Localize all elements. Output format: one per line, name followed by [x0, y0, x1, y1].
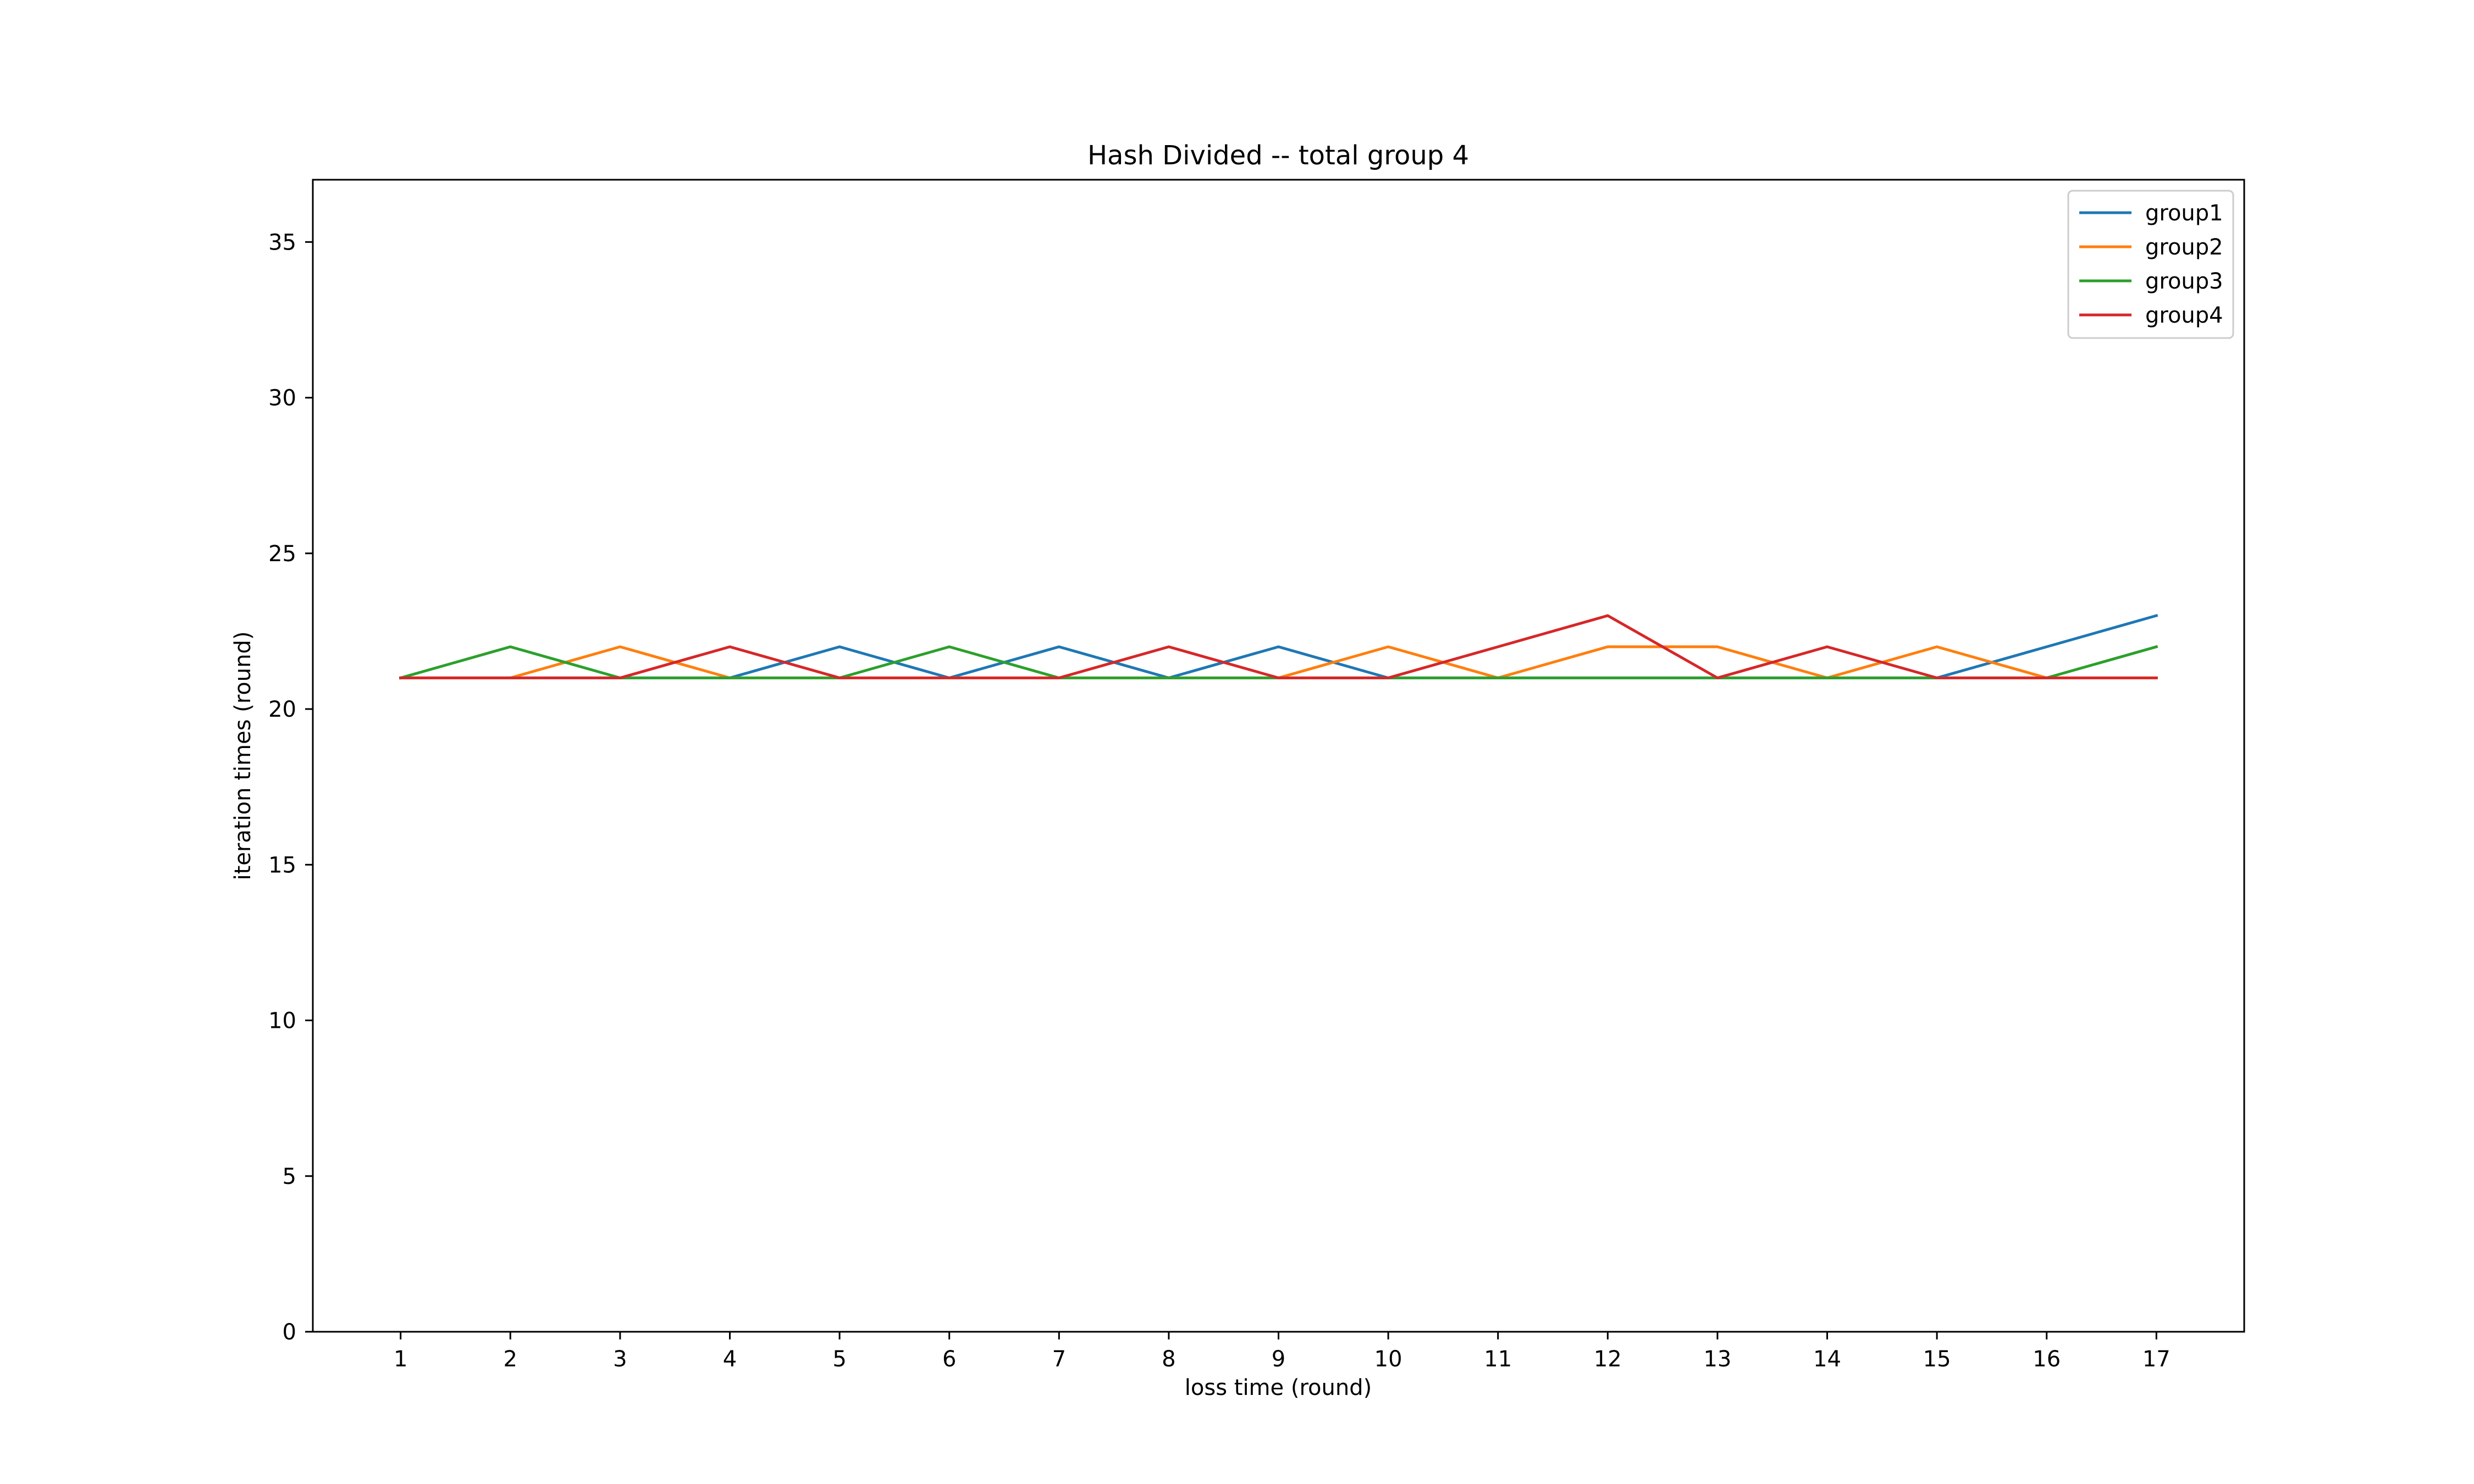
legend-label-group1: group1 — [2145, 201, 2223, 226]
x-tick-label: 14 — [1813, 1347, 1841, 1372]
x-tick-label: 1 — [394, 1347, 407, 1372]
legend: group1 group2 group3 group4 — [2067, 190, 2234, 339]
x-tick-label: 5 — [832, 1347, 846, 1372]
y-tick-label: 15 — [268, 852, 296, 878]
legend-label-group2: group2 — [2145, 235, 2223, 260]
y-tick-label: 35 — [268, 230, 296, 255]
series-line-group4 — [399, 614, 2158, 679]
legend-label-group4: group4 — [2145, 303, 2223, 328]
y-axis: 0 5 10 15 20 25 30 35 — [268, 230, 313, 1345]
x-tick-label: 17 — [2142, 1347, 2171, 1372]
y-axis-label: iteration times (round) — [230, 632, 256, 881]
x-axis: 1 2 3 4 5 6 7 8 9 10 11 12 13 14 15 16 17 — [394, 1332, 2171, 1372]
chart-title: Hash Divided -- total group 4 — [1087, 140, 1469, 171]
y-tick-label: 0 — [283, 1320, 296, 1345]
x-tick-label: 11 — [1484, 1347, 1512, 1372]
y-tick-label: 10 — [268, 1009, 296, 1034]
x-tick-label: 2 — [504, 1347, 517, 1372]
y-tick-label: 20 — [268, 697, 296, 722]
y-tick-label: 25 — [268, 541, 296, 567]
x-tick-label: 16 — [2033, 1347, 2061, 1372]
x-tick-label: 10 — [1374, 1347, 1402, 1372]
x-tick-label: 15 — [1923, 1347, 1951, 1372]
x-tick-label: 4 — [723, 1347, 737, 1372]
x-tick-label: 6 — [942, 1347, 956, 1372]
x-tick-label: 8 — [1162, 1347, 1175, 1372]
series-layer — [399, 613, 2158, 680]
plot-area — [313, 180, 2244, 1332]
y-tick-label: 5 — [283, 1164, 296, 1189]
x-tick-label: 12 — [1594, 1347, 1622, 1372]
x-tick-label: 3 — [613, 1347, 627, 1372]
x-tick-label: 7 — [1052, 1347, 1066, 1372]
legend-label-group3: group3 — [2145, 269, 2223, 294]
x-axis-label: loss time (round) — [1185, 1375, 1372, 1400]
x-tick-label: 13 — [1703, 1347, 1731, 1372]
legend-box — [2067, 190, 2234, 339]
x-tick-label: 9 — [1272, 1347, 1285, 1372]
y-tick-label: 30 — [268, 386, 296, 411]
